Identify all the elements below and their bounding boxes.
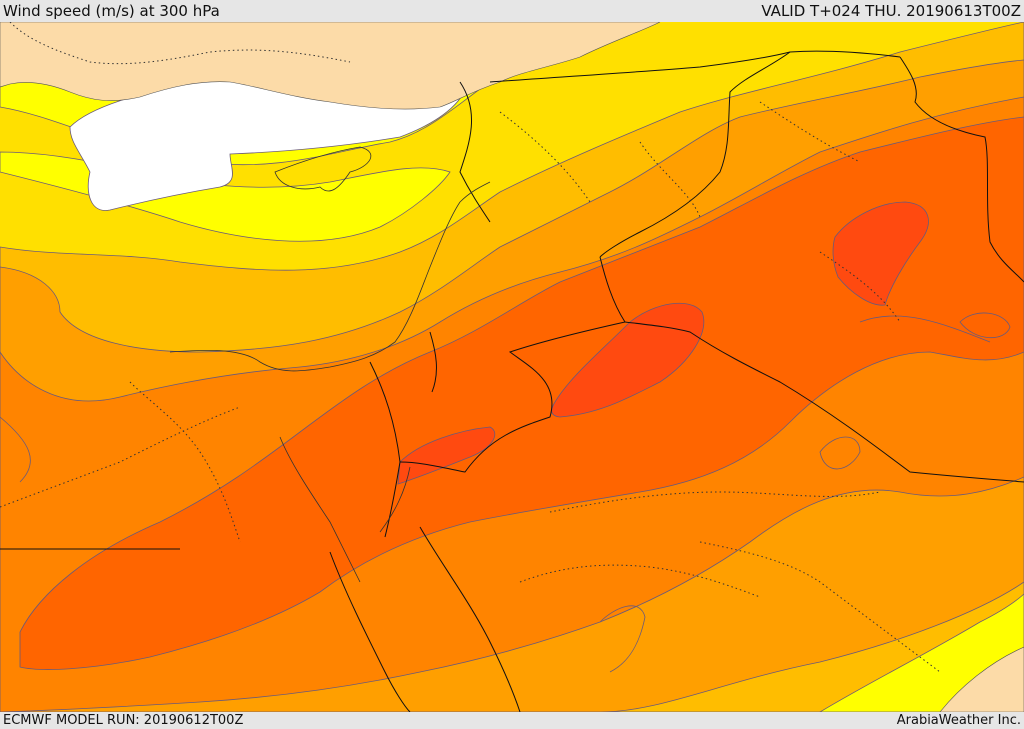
map-title: Wind speed (m/s) at 300 hPa	[3, 2, 220, 20]
valid-time: VALID T+024 THU. 20190613T00Z	[761, 2, 1021, 20]
band-jet-core-central	[551, 302, 704, 418]
credit-text: ArabiaWeather Inc.	[896, 713, 1021, 728]
band-jet-core-north	[832, 201, 929, 306]
internal-borders	[0, 22, 941, 673]
map-canvas	[0, 22, 1024, 712]
map-header: Wind speed (m/s) at 300 hPa VALID T+024 …	[0, 0, 1024, 22]
contour-lines	[0, 312, 1011, 673]
coastlines	[169, 146, 491, 583]
map-footer: ECMWF MODEL RUN: 20190612T00Z ArabiaWeat…	[0, 712, 1024, 729]
national-borders	[0, 50, 1024, 712]
model-run: ECMWF MODEL RUN: 20190612T00Z	[3, 713, 244, 728]
land-north	[0, 22, 661, 110]
band-jet-core-south	[397, 426, 496, 485]
wind-speed-map[interactable]	[0, 22, 1024, 712]
